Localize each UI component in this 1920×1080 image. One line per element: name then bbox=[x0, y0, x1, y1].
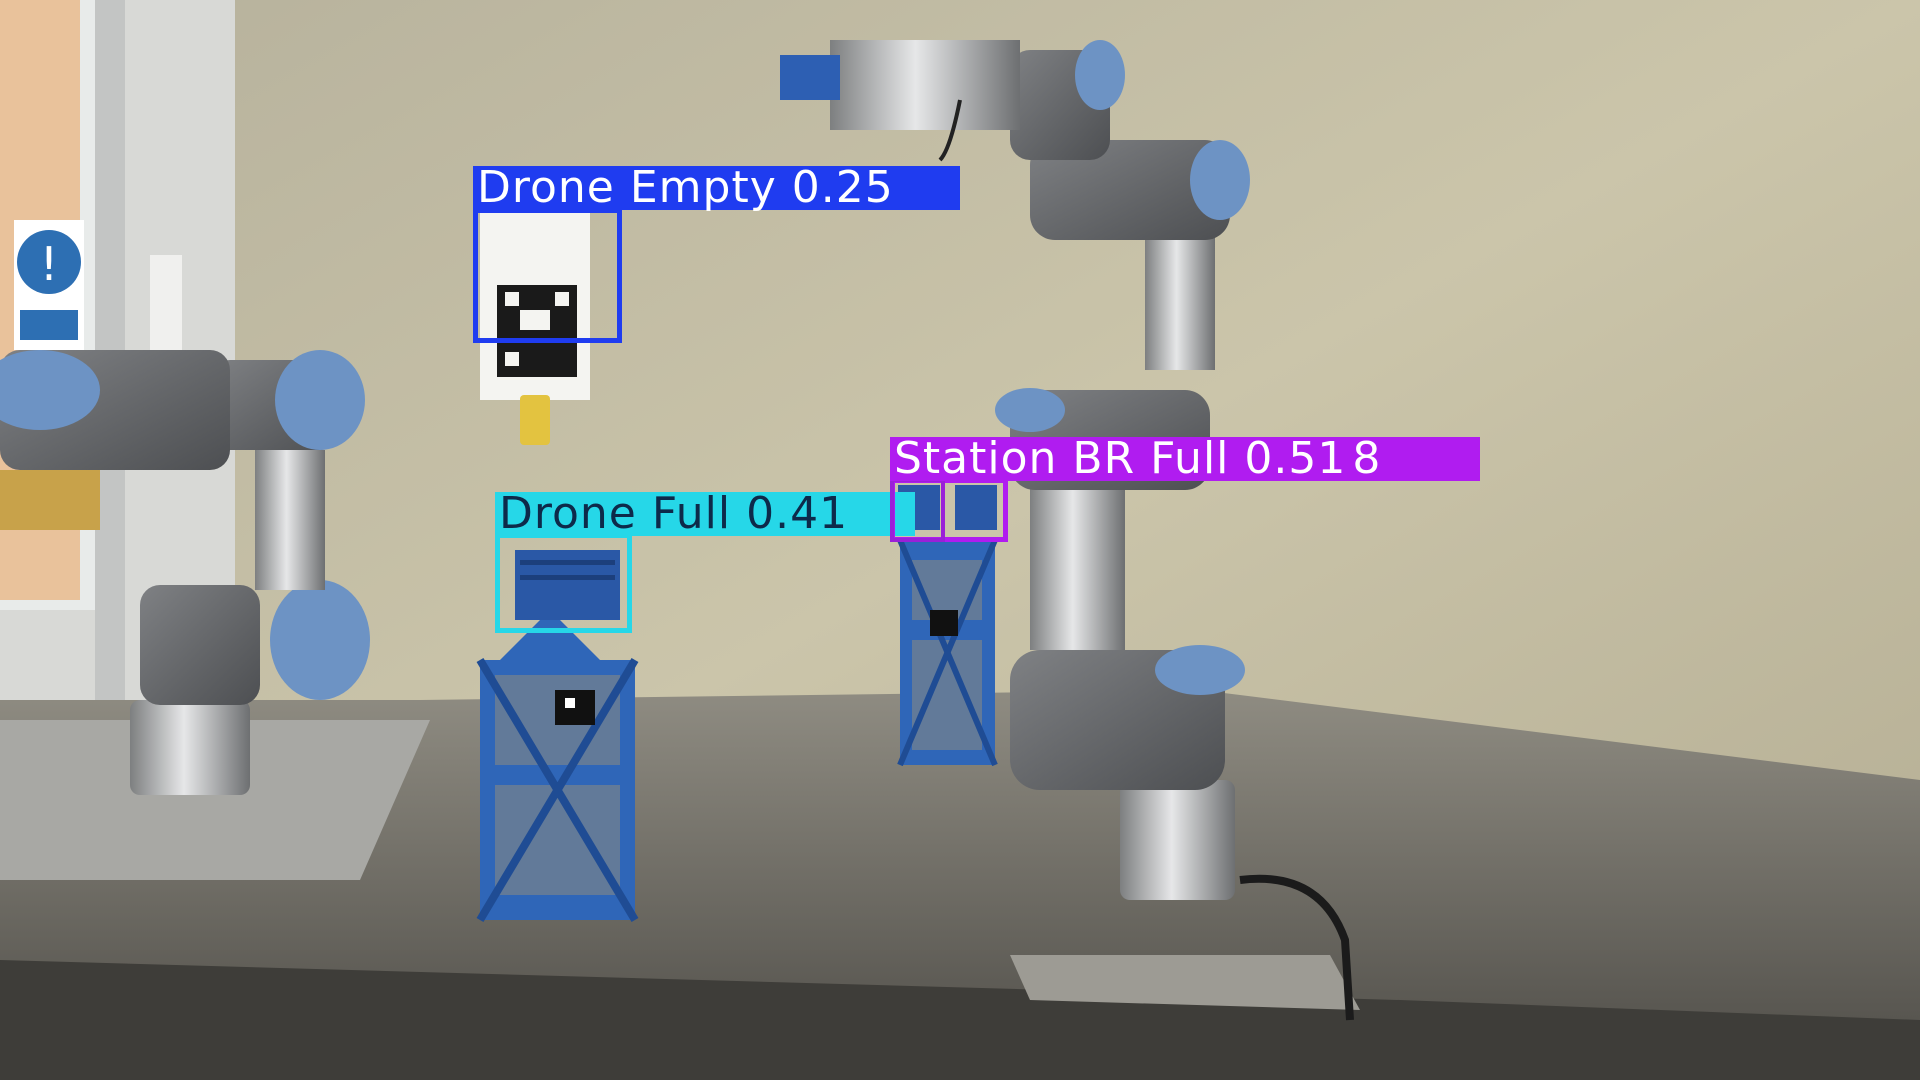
qr-code-poster bbox=[480, 205, 590, 445]
drone-full-box bbox=[495, 533, 632, 633]
drone-empty-box bbox=[473, 208, 622, 343]
station-br-full-label: Station BR Full 0.51 8 bbox=[890, 437, 1480, 481]
svg-text:!: ! bbox=[40, 237, 58, 291]
drone-full-object bbox=[515, 550, 620, 620]
station-br-full-label-overlap-text: 8 bbox=[1352, 433, 1382, 484]
drone-empty-label: Drone Empty 0.25 bbox=[473, 166, 960, 210]
left-robot-arm bbox=[0, 350, 430, 880]
station-br-full-inner-box bbox=[890, 478, 945, 542]
left-station-tower bbox=[476, 620, 639, 923]
station-br-full-label-text: Station BR Full 0.51 bbox=[894, 433, 1347, 484]
drone-full-label: Drone Full 0.41 bbox=[495, 492, 915, 536]
wall-socket bbox=[150, 255, 182, 365]
